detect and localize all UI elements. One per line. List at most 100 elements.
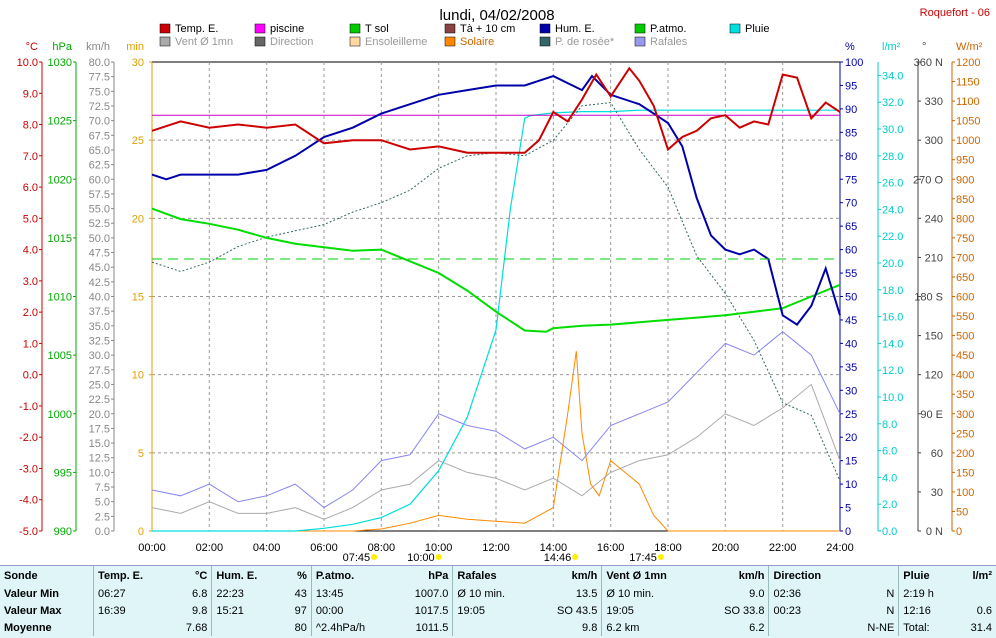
table-row: Valeur Min 06:27 6.8 22:23 43 13:45 1007.0 Ø 10… (0, 585, 996, 602)
table-cell: ^2.4hPa/h (310, 619, 394, 636)
table-header-cell: Direction (768, 566, 849, 585)
legend-label: Direction (270, 36, 313, 48)
humidity-axis-tick-label: 95 (845, 80, 857, 92)
pressure-axis-tick-label: 1015 (48, 233, 72, 245)
solar-axis-tick-label: 500 (956, 331, 974, 343)
series-hum-e- (151, 74, 841, 326)
temp-axis-unit: °C (26, 41, 38, 53)
wind-axis-tick-label: 27.5 (89, 365, 110, 377)
direction-axis-tick-label: 360 N (914, 57, 943, 69)
table-cell: 9.8 (192, 604, 208, 617)
wind-axis-tick-label: 47.5 (89, 248, 110, 260)
rain-axis-tick-label: 18.0 (882, 285, 903, 297)
rain-axis-tick-label: 22.0 (882, 231, 903, 243)
table-cell: 13:45 (310, 585, 394, 602)
legend-label: Hum. E. (555, 23, 595, 35)
minutes-axis-unit: min (126, 41, 144, 53)
table-header-cell (849, 566, 899, 585)
rain-axis-tick-label: 26.0 (882, 178, 903, 190)
solar-axis-tick-label: 250 (956, 428, 974, 440)
solar-axis-tick-label: 1200 (956, 57, 980, 69)
table-header-cell: Vent Ø 1mn (601, 566, 700, 585)
table-header-cell: P.atmo. (310, 566, 394, 585)
event-label: 14:46 (544, 552, 572, 564)
temp-axis-tick-label: 2.0 (23, 307, 38, 319)
wind-axis-tick-label: 0.0 (95, 526, 110, 538)
direction-axis-tick-label: 210 (925, 252, 943, 264)
table-cell (768, 619, 849, 636)
direction-axis-tick-label: 300 (925, 135, 943, 147)
solar-axis-unit: W/m² (956, 41, 983, 53)
rain-axis-tick-label: 12.0 (882, 365, 903, 377)
wind-axis-tick-label: 12.5 (89, 453, 110, 465)
solar-axis-tick-label: 650 (956, 272, 974, 284)
wind-axis-tick-label: 70.0 (89, 116, 110, 128)
wind-axis-tick-label: 22.5 (89, 394, 110, 406)
humidity-axis-tick-label: 10 (845, 479, 857, 491)
wind-axis-tick-label: 45.0 (89, 262, 110, 274)
wind-axis-tick-label: 72.5 (89, 101, 110, 113)
table-cell: N (886, 604, 895, 617)
direction-axis-tick-label: 30 (931, 487, 943, 499)
rain-axis-tick-label: 6.0 (882, 446, 897, 458)
x-tick-label: 10:00 (425, 542, 453, 554)
solar-axis-tick-label: 150 (956, 467, 974, 479)
minutes-axis-tick-label: 5 (138, 448, 144, 460)
temp-axis-tick-label: 4.0 (23, 245, 38, 257)
wind-axis-tick-label: 30.0 (89, 350, 110, 362)
legend-swatch (349, 23, 361, 34)
wind-axis-tick-label: 17.5 (89, 423, 110, 435)
table-header-cell: Sonde (4, 569, 38, 582)
solar-axis-tick-label: 950 (956, 155, 974, 167)
legend-swatch (159, 23, 171, 34)
table-header-cell: Temp. E. (93, 566, 170, 585)
rain-axis-tick-label: 34.0 (882, 70, 903, 82)
wind-axis-tick-label: 52.5 (89, 218, 110, 230)
table-cell: 06:27 (93, 585, 170, 602)
table-cell: 15:21 (211, 602, 282, 619)
series-solaire (152, 351, 840, 532)
table-cell: SO 43.5 (556, 604, 598, 617)
solar-axis-tick-label: 1050 (956, 116, 980, 128)
table-cell: 7.68 (185, 621, 208, 634)
x-tick-label: 08:00 (368, 542, 396, 554)
humidity-axis-tick-label: 75 (845, 174, 857, 186)
humidity-axis-tick-label: 70 (845, 198, 857, 210)
legend-swatch (254, 23, 266, 34)
temp-axis-tick-label: 6.0 (23, 182, 38, 194)
rain-axis-tick-label: 16.0 (882, 312, 903, 324)
x-tick-label: 14:00 (540, 542, 568, 554)
solar-axis-tick-label: 550 (956, 311, 974, 323)
table-cell: 1007.0 (414, 587, 449, 600)
series-temp-e- (151, 66, 841, 154)
humidity-axis-tick-label: 80 (845, 151, 857, 163)
table-cell: 00:23 (768, 602, 849, 619)
x-tick-label: 20:00 (712, 542, 740, 554)
humidity-axis-tick-label: 90 (845, 104, 857, 116)
wind-axis-tick-label: 60.0 (89, 174, 110, 186)
series-p-de-ros-e- (151, 102, 841, 482)
axes: 00:00 02:00 04:00 06:00 08:00 10:00 12:00 14:00… (17, 41, 983, 554)
event-marker (657, 554, 664, 560)
temp-axis-tick-label: -4.0 (19, 495, 38, 507)
table-cell: Valeur Min (4, 587, 60, 600)
legend-label: P.atmo. (650, 23, 687, 35)
temp-axis-tick-label: 3.0 (23, 276, 38, 288)
table-cell: 1017.5 (414, 604, 449, 617)
wind-axis-tick-label: 32.5 (89, 335, 110, 347)
pressure-axis-tick-label: 1000 (48, 409, 72, 421)
temp-axis-tick-label: 0.0 (23, 370, 38, 382)
x-tick-label: 04:00 (253, 542, 281, 554)
table-cell: 97 (294, 604, 307, 617)
legend-swatch (444, 36, 456, 47)
wind-axis-tick-label: 67.5 (89, 130, 110, 142)
x-tick-label: 18:00 (654, 542, 682, 554)
minutes-axis-tick-label: 20 (132, 213, 144, 225)
rain-axis-tick-label: 2.0 (882, 499, 897, 511)
wind-axis-tick-label: 75.0 (89, 86, 110, 98)
table-cell: 02:36 (768, 585, 849, 602)
pressure-axis-tick-label: 1005 (48, 350, 72, 362)
direction-axis-tick-label: 150 (925, 331, 943, 343)
temp-axis-tick-label: 5.0 (23, 213, 38, 225)
table-cell: 80 (294, 621, 307, 634)
